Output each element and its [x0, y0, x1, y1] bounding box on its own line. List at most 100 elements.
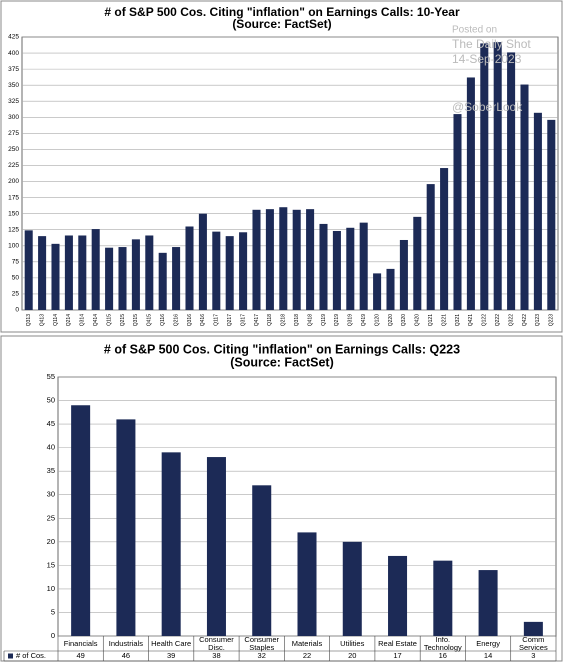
y-tick-label: 40	[47, 443, 55, 452]
y-tick-label: 325	[8, 98, 19, 105]
bar	[145, 235, 154, 310]
x-tick-label: Q319	[348, 314, 354, 326]
bar	[51, 243, 60, 310]
legend-swatch	[8, 653, 13, 659]
bar	[440, 168, 449, 310]
y-tick-label: 50	[47, 396, 55, 405]
bar	[480, 43, 489, 311]
x-category: Consumer Disc.	[199, 636, 234, 652]
table-value: 49	[76, 651, 84, 660]
x-category: Comm Services	[518, 636, 548, 652]
x-tick-label: Utilities	[340, 639, 365, 648]
y-tick-label: 125	[8, 226, 19, 233]
x-tick-label: Q216	[173, 314, 179, 326]
bar	[91, 229, 100, 310]
bar	[172, 247, 181, 310]
bar	[359, 222, 368, 310]
bar	[523, 621, 543, 636]
y-tick-label: 15	[47, 560, 55, 569]
bar	[332, 230, 341, 310]
bar	[212, 231, 221, 310]
x-tick-label: Info. Technology	[423, 636, 462, 652]
x-tick-label: Q320	[401, 314, 407, 326]
bar	[71, 405, 91, 636]
table-value: 46	[122, 651, 130, 660]
x-tick-label: Consumer Disc.	[199, 636, 234, 652]
bar	[388, 555, 408, 636]
bar	[252, 209, 261, 310]
chart-title: # of S&P 500 Cos. Citing "inflation" on …	[104, 342, 460, 356]
bar	[252, 485, 272, 636]
bar	[118, 247, 127, 310]
bar	[319, 223, 328, 310]
panel-border	[0, 0, 563, 333]
y-tick-label: 25	[12, 291, 20, 298]
table-value: 32	[258, 651, 266, 660]
bar	[225, 236, 234, 310]
bar	[306, 209, 315, 310]
table-value: 22	[303, 651, 311, 660]
bar	[399, 239, 408, 310]
y-tick-label: 20	[47, 537, 55, 546]
y-tick-label: 150	[8, 210, 19, 217]
x-tick-label: Q418	[307, 314, 313, 326]
bar	[161, 452, 181, 636]
y-tick-label: 225	[8, 162, 19, 169]
bar	[547, 119, 556, 311]
watermark: The Daily Shot	[452, 37, 531, 51]
x-tick-label: Q219	[334, 314, 340, 326]
y-tick-label: 300	[8, 114, 19, 121]
bar	[198, 213, 207, 310]
x-tick-label: Q321	[455, 314, 461, 326]
x-tick-label: Q316	[187, 314, 193, 326]
bar	[185, 226, 194, 310]
x-tick-label: Q118	[267, 314, 273, 326]
x-category: Real Estate	[378, 640, 417, 648]
x-tick-label: Q315	[133, 314, 139, 326]
x-tick-label: Q218	[281, 314, 287, 326]
x-category: Industrials	[109, 640, 143, 648]
bar	[386, 268, 395, 310]
x-category: Info. Technology	[423, 636, 462, 652]
x-category: Financials	[64, 640, 98, 648]
x-tick-label: Q214	[66, 314, 72, 326]
y-tick-label: 425	[8, 34, 19, 41]
x-tick-label: Comm Services	[518, 636, 548, 652]
bar	[265, 209, 274, 310]
y-tick-label: 375	[8, 66, 19, 73]
bar	[520, 84, 529, 310]
x-tick-label: Q413	[39, 314, 45, 326]
x-tick-label: Q313	[26, 314, 32, 326]
bar	[24, 230, 33, 310]
bar	[466, 77, 475, 311]
table-value: 3	[531, 651, 535, 660]
bar	[373, 273, 382, 310]
x-tick-label: Q114	[53, 314, 59, 326]
x-category: Materials	[292, 640, 322, 648]
x-category: Energy	[476, 639, 500, 648]
legend-label: # of Cos.	[16, 651, 46, 660]
x-tick-label: Q122	[482, 314, 488, 326]
bar	[158, 252, 167, 310]
y-tick-label: 75	[12, 259, 20, 266]
bar	[279, 207, 288, 310]
bar	[116, 419, 136, 636]
y-tick-label: 45	[47, 419, 55, 428]
bar	[413, 216, 422, 310]
y-tick-label: 400	[8, 50, 19, 57]
bar	[478, 570, 498, 636]
y-tick-label: 10	[47, 584, 55, 593]
bar	[78, 235, 87, 310]
x-tick-label: Q318	[294, 314, 300, 326]
x-tick-label: Q123	[535, 314, 541, 326]
chart-title: # of S&P 500 Cos. Citing "inflation" on …	[104, 5, 460, 19]
x-tick-label: Q322	[508, 314, 514, 326]
bar	[493, 42, 502, 310]
table-value: 20	[348, 651, 356, 660]
x-tick-label: Q220	[388, 314, 394, 326]
table-value: 17	[393, 651, 401, 660]
bar	[239, 232, 248, 310]
table-value: 39	[167, 651, 175, 660]
x-tick-label: Consumer Staples	[244, 636, 280, 652]
x-tick-label: Energy	[476, 639, 500, 648]
